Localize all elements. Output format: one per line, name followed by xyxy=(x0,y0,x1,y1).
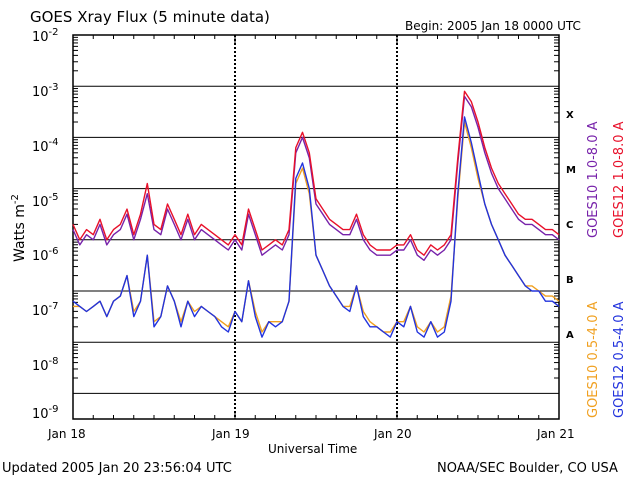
x-tick-label: Jan 18 xyxy=(47,427,86,441)
grid-lines xyxy=(73,34,559,394)
legend-goes10-short: GOES10 0.5-4.0 A xyxy=(586,301,601,418)
data-series xyxy=(72,90,560,338)
y-tick-label: 10-6 xyxy=(32,246,59,264)
y-tick-label: 10-3 xyxy=(32,82,59,100)
x-tick-label: Jan 20 xyxy=(373,427,412,441)
legend-goes10-long: GOES10 1.0-8.0 A xyxy=(586,121,601,238)
flare-class-m: M xyxy=(566,165,576,176)
flare-class-labels: X M C B A xyxy=(566,110,576,341)
y-tick-label: 10-5 xyxy=(32,192,59,210)
y-tick-label: 10-8 xyxy=(32,356,59,374)
day-separators xyxy=(72,35,560,419)
y-tick-label: 10-7 xyxy=(32,301,59,319)
flare-class-a: A xyxy=(566,330,574,341)
y-tick-label: 10-4 xyxy=(32,137,59,155)
chart-title: GOES Xray Flux (5 minute data) xyxy=(30,8,270,26)
legend-goes12-long: GOES12 1.0-8.0 A xyxy=(612,121,627,238)
y-tick-label: 10-9 xyxy=(32,404,59,422)
y-axis-label: Watts m-2 xyxy=(10,194,28,262)
y-tick-labels: 10-2 10-3 10-4 10-5 10-6 10-7 10-8 10-9 xyxy=(32,27,59,422)
x-axis-label: Universal Time xyxy=(268,442,357,456)
x-tick-label: Jan 19 xyxy=(211,427,250,441)
updated-timestamp: Updated 2005 Jan 20 23:56:04 UTC xyxy=(2,461,232,476)
begin-label: Begin: 2005 Jan 18 0000 UTC xyxy=(405,19,581,33)
y-tick-label: 10-2 xyxy=(32,27,59,45)
flare-class-x: X xyxy=(566,110,574,121)
plot-frame xyxy=(72,34,560,420)
series-line-goes12-0-5-4-0-a xyxy=(72,116,560,338)
flare-class-b: B xyxy=(566,275,574,286)
credit-text: NOAA/SEC Boulder, CO USA xyxy=(437,461,618,476)
series-line-goes10-1-0-8-0-a xyxy=(72,95,560,261)
series-line-goes12-1-0-8-0-a xyxy=(72,90,560,256)
legend-goes12-short: GOES12 0.5-4.0 A xyxy=(612,301,627,418)
flare-class-c: C xyxy=(566,220,573,231)
x-tick-label: Jan 21 xyxy=(536,427,575,441)
